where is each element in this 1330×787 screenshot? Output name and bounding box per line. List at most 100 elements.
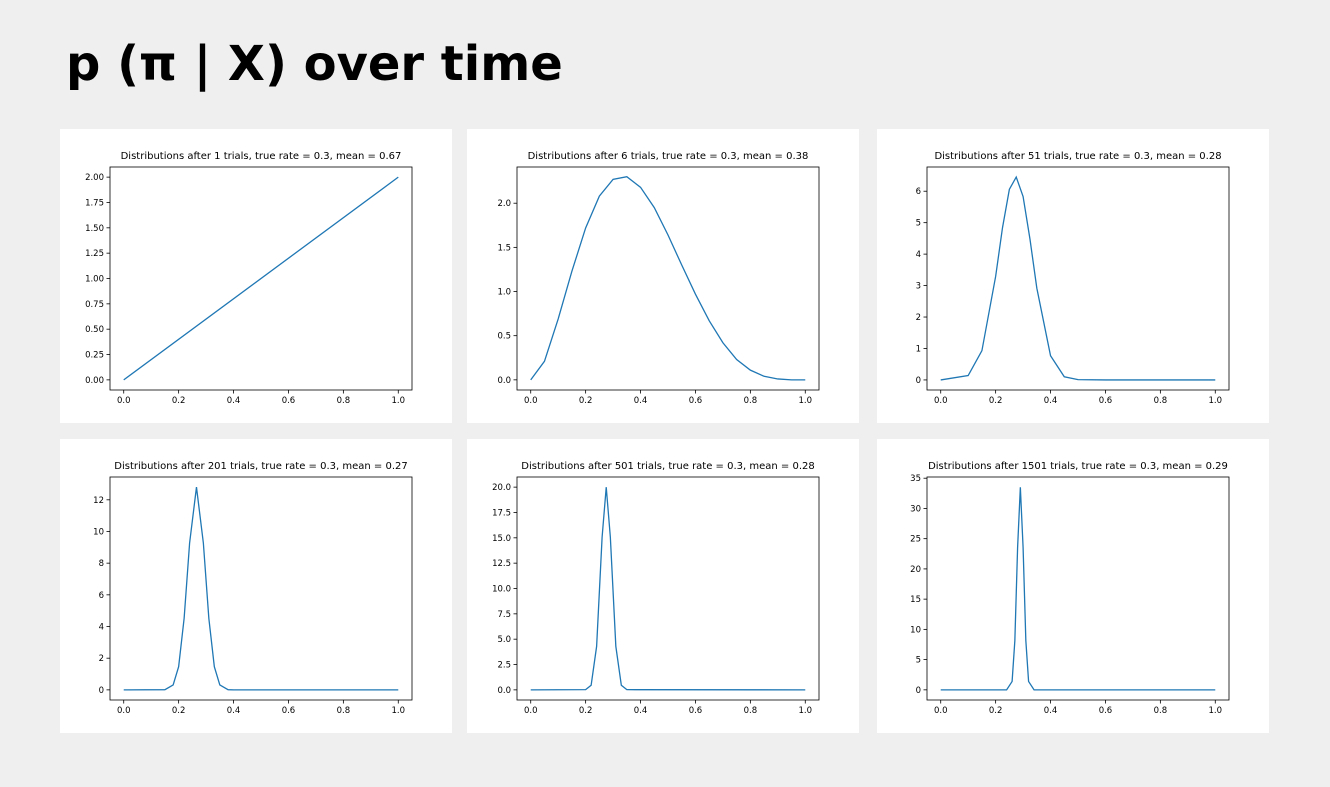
chart-title: Distributions after 51 trials, true rate…: [934, 151, 1221, 162]
panel: [60, 129, 452, 423]
y-tick-label: 12: [93, 496, 104, 506]
axes-frame: [516, 476, 820, 701]
y-tick-label: 0.5: [497, 332, 511, 342]
panel: [60, 439, 452, 733]
y-tick-label: 1.50: [85, 224, 104, 234]
y-tick-label: 20.0: [492, 483, 511, 493]
axes-frame: [109, 166, 413, 391]
x-tick-label: 1.0: [799, 396, 813, 406]
x-tick-label: 0.6: [282, 706, 296, 716]
y-tick-label: 0.0: [497, 686, 511, 696]
x-tick-label: 0.0: [934, 706, 948, 716]
y-tick-label: 1.0: [497, 288, 511, 298]
x-tick-label: 0.0: [934, 396, 948, 406]
panel: [877, 439, 1269, 733]
panel: [877, 129, 1269, 423]
x-tick-label: 0.4: [227, 706, 241, 716]
x-tick-label: 0.6: [282, 396, 296, 406]
axes-frame: [926, 166, 1230, 391]
chart-title: Distributions after 1501 trials, true ra…: [928, 461, 1228, 472]
x-tick-label: 0.8: [744, 396, 758, 406]
y-tick-label: 1.75: [85, 198, 104, 208]
y-tick-label: 30: [910, 504, 921, 514]
line: [940, 175, 1216, 381]
x-tick-label: 1.0: [392, 706, 406, 716]
y-tick-label: 5.0: [497, 635, 511, 645]
y-tick-label: 2: [916, 313, 921, 323]
y-tick-label: 0.0: [497, 376, 511, 386]
y-tick-label: 17.5: [492, 508, 511, 518]
x-tick-label: 0.6: [689, 706, 703, 716]
x-tick-label: 0.2: [989, 396, 1003, 406]
x-tick-label: 0.4: [227, 396, 241, 406]
y-tick-label: 0.00: [85, 376, 104, 386]
y-tick-label: 35: [910, 474, 921, 484]
y-tick-label: 2.00: [85, 173, 104, 183]
x-tick-label: 0.2: [172, 396, 186, 406]
line: [123, 487, 399, 691]
x-tick-label: 0.4: [1044, 396, 1058, 406]
y-tick-label: 0: [916, 686, 921, 696]
y-tick-label: 7.5: [497, 610, 511, 620]
x-tick-label: 0.2: [579, 396, 593, 406]
line: [123, 176, 399, 381]
x-tick-label: 1.0: [799, 706, 813, 716]
x-tick-label: 0.4: [634, 706, 648, 716]
panel: [467, 439, 859, 733]
x-tick-label: 0.8: [1154, 396, 1168, 406]
x-tick-label: 0.8: [744, 706, 758, 716]
line: [530, 176, 806, 381]
y-tick-label: 12.5: [492, 559, 511, 569]
x-tick-label: 0.6: [689, 396, 703, 406]
x-tick-label: 0.4: [1044, 706, 1058, 716]
y-tick-label: 0.50: [85, 325, 104, 335]
y-tick-label: 0.75: [85, 300, 104, 310]
x-tick-label: 0.0: [524, 706, 538, 716]
x-tick-label: 0.0: [117, 396, 131, 406]
y-tick-label: 1: [916, 344, 921, 354]
x-tick-label: 0.6: [1099, 706, 1113, 716]
x-tick-label: 0.6: [1099, 396, 1113, 406]
y-tick-label: 4: [916, 250, 921, 260]
y-tick-label: 15: [910, 595, 921, 605]
chart-title: Distributions after 501 trials, true rat…: [521, 461, 815, 472]
chart-title: Distributions after 6 trials, true rate …: [528, 151, 809, 162]
line: [530, 487, 806, 691]
y-tick-label: 6: [99, 591, 104, 601]
panel: [467, 129, 859, 423]
y-tick-label: 0: [99, 686, 104, 696]
x-tick-label: 0.0: [524, 396, 538, 406]
y-tick-label: 0.25: [85, 351, 104, 361]
x-tick-label: 1.0: [1209, 396, 1223, 406]
y-tick-label: 20: [910, 565, 921, 575]
y-tick-label: 5: [916, 656, 921, 666]
y-tick-label: 2.0: [497, 199, 511, 209]
y-tick-label: 25: [910, 535, 921, 545]
y-tick-label: 1.00: [85, 275, 104, 285]
line: [940, 487, 1216, 691]
page-title: p (π | X) over time: [66, 36, 563, 92]
y-tick-label: 8: [99, 559, 104, 569]
y-tick-label: 5: [916, 219, 921, 229]
x-tick-label: 0.2: [989, 706, 1003, 716]
y-tick-label: 10.0: [492, 585, 511, 595]
y-tick-label: 1.25: [85, 249, 104, 259]
axes-frame: [109, 476, 413, 701]
x-tick-label: 0.8: [337, 706, 351, 716]
x-tick-label: 0.4: [634, 396, 648, 406]
x-tick-label: 0.2: [579, 706, 593, 716]
y-tick-label: 2: [99, 654, 104, 664]
y-tick-label: 3: [916, 282, 921, 292]
y-tick-label: 0: [916, 376, 921, 386]
y-tick-label: 4: [99, 623, 104, 633]
x-tick-label: 0.8: [1154, 706, 1168, 716]
chart-title: Distributions after 201 trials, true rat…: [114, 461, 408, 472]
chart-title: Distributions after 1 trials, true rate …: [121, 151, 402, 162]
axes-frame: [926, 476, 1230, 701]
x-tick-label: 0.8: [337, 396, 351, 406]
y-tick-label: 10: [910, 625, 921, 635]
x-tick-label: 0.2: [172, 706, 186, 716]
y-tick-label: 10: [93, 527, 104, 537]
y-tick-label: 2.5: [497, 661, 511, 671]
